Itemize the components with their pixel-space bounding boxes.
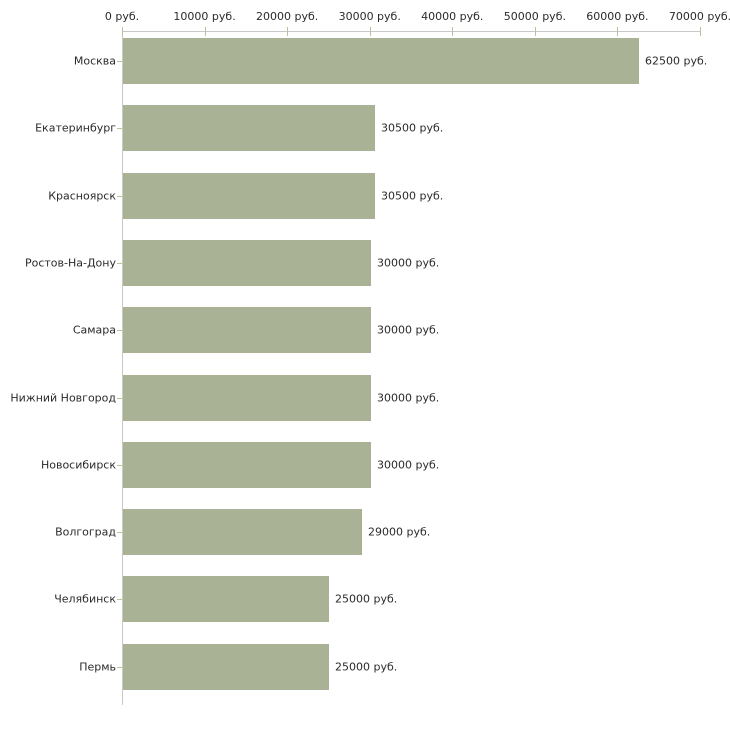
x-axis-tick-label: 30000 руб. xyxy=(338,10,401,23)
value-label: 25000 руб. xyxy=(335,592,398,606)
value-label: 30000 руб. xyxy=(377,391,440,404)
x-axis-tick-mark xyxy=(122,27,123,36)
category-label: Ростов-На-Дону xyxy=(24,256,116,270)
bar-8 xyxy=(123,509,362,556)
category-label: Самара xyxy=(72,323,116,337)
y-axis-line xyxy=(122,31,123,705)
category-tick-mark xyxy=(117,666,122,668)
value-label: 30500 руб. xyxy=(381,121,444,135)
x-axis-tick-label: 0 руб. xyxy=(104,10,140,23)
bar-5 xyxy=(123,307,371,354)
category-tick-mark xyxy=(117,195,122,197)
bar-6 xyxy=(123,374,371,421)
value-label: 30000 руб. xyxy=(377,323,440,337)
x-axis-tick-label: 50000 руб. xyxy=(503,10,566,23)
category-tick-mark xyxy=(117,397,122,399)
x-axis-line xyxy=(122,31,700,32)
category-tick-mark xyxy=(117,532,122,534)
bar-1 xyxy=(123,38,639,84)
bar-3 xyxy=(123,172,375,219)
category-tick-mark xyxy=(117,61,122,62)
value-label: 62500 руб. xyxy=(645,54,708,68)
category-label: Новосибирск xyxy=(40,458,116,472)
value-label: 30000 руб. xyxy=(377,256,440,270)
category-tick-mark xyxy=(117,464,122,466)
x-axis-tick-mark xyxy=(369,27,371,36)
bar-4 xyxy=(123,239,371,286)
x-axis-tick-mark xyxy=(617,27,619,36)
x-axis-tick-mark xyxy=(204,27,206,36)
x-axis-tick-label: 10000 руб. xyxy=(173,10,236,23)
bar-7 xyxy=(123,441,371,488)
category-tick-mark xyxy=(117,128,122,130)
x-axis-tick-label: 40000 руб. xyxy=(421,10,484,23)
x-axis-tick-mark xyxy=(700,27,701,36)
value-label: 25000 руб. xyxy=(335,660,398,674)
value-label: 29000 руб. xyxy=(368,525,431,539)
category-label: Красноярск xyxy=(48,189,116,203)
category-tick-mark xyxy=(117,599,122,601)
category-tick-mark xyxy=(117,262,122,264)
value-label: 30000 руб. xyxy=(377,458,440,472)
bar-10 xyxy=(123,643,329,690)
category-tick-mark xyxy=(117,330,122,332)
category-label: Москва xyxy=(73,54,116,68)
category-label: Челябинск xyxy=(54,592,116,606)
category-label: Пермь xyxy=(79,660,116,674)
bar-9 xyxy=(123,576,329,623)
x-axis-tick-label: 70000 руб. xyxy=(668,10,730,23)
x-axis-tick-mark xyxy=(287,27,289,36)
category-label: Екатеринбург xyxy=(35,121,116,135)
category-label: Нижний Новгород xyxy=(10,391,116,404)
x-axis-tick-mark xyxy=(452,27,454,36)
bar-2 xyxy=(123,105,375,152)
value-label: 30500 руб. xyxy=(381,189,444,203)
x-axis-tick-label: 60000 руб. xyxy=(586,10,649,23)
category-label: Волгоград xyxy=(55,525,116,539)
x-axis-tick-mark xyxy=(534,27,536,36)
x-axis-tick-label: 20000 руб. xyxy=(256,10,319,23)
